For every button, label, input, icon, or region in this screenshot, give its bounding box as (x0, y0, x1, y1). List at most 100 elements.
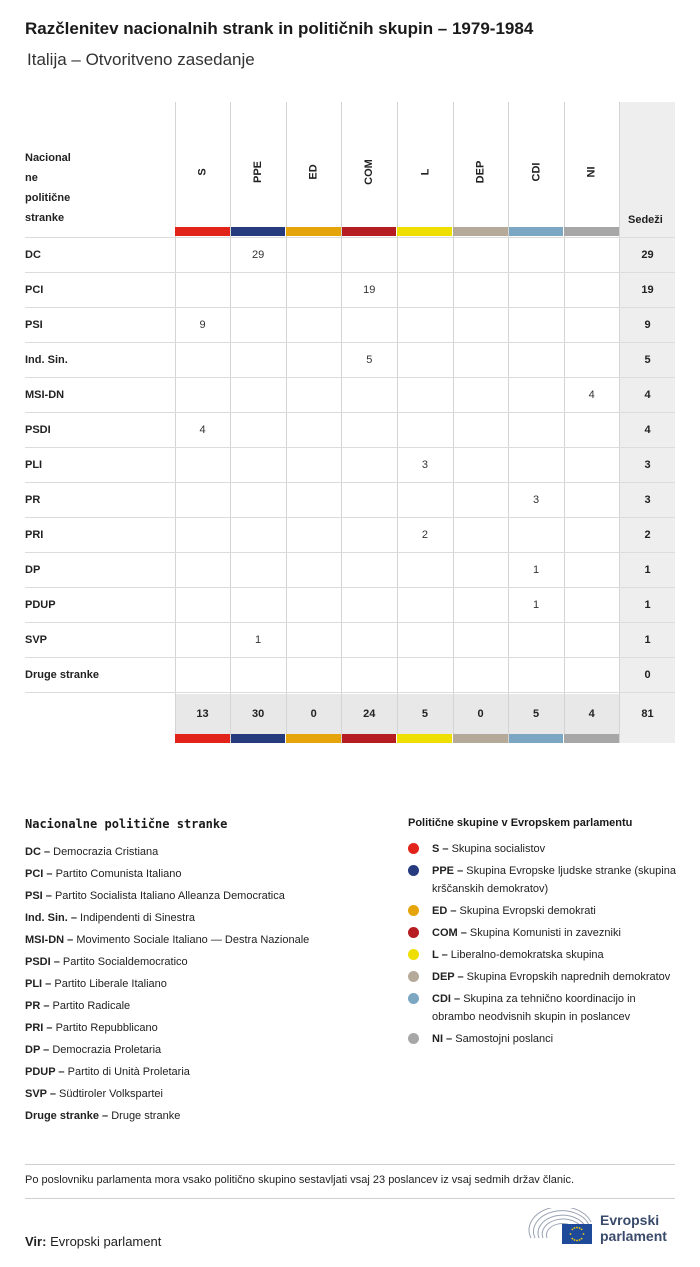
party-name: Druge stranke (25, 669, 99, 681)
seat-cell (231, 553, 286, 588)
seat-cell (564, 553, 619, 588)
party-legend-code: PCI (25, 868, 44, 880)
party-legend-code: MSI-DN (25, 934, 65, 946)
party-header-line: ne (25, 172, 38, 184)
seat-cell (175, 658, 230, 693)
row-total: 3 (644, 459, 651, 471)
group-color-bar (230, 227, 286, 236)
seat-cell (342, 448, 397, 483)
party-name: SVP (25, 634, 48, 646)
legend-separator: – (64, 934, 77, 946)
seat-cell: 4 (199, 424, 206, 436)
group-legend-name: Skupina za tehnično koordinacijo in obra… (432, 993, 636, 1023)
footnote-divider (25, 1164, 675, 1165)
group-color-dot (408, 843, 419, 854)
legend-separator: – (438, 949, 451, 961)
party-legend-name: Partito Socialista Italiano Alleanza Dem… (54, 890, 285, 902)
seat-cell (175, 483, 230, 518)
seat-cell (564, 413, 619, 448)
party-legend-code: DC (25, 846, 41, 858)
grand-total: 81 (641, 708, 654, 720)
group-header-dep: DEP (453, 161, 508, 184)
group-legend-name: Skupina Evropske ljudske stranke (skupin… (432, 865, 676, 895)
seat-cell (397, 483, 452, 518)
party-name: Ind. Sin. (25, 354, 68, 366)
seat-cell (342, 413, 397, 448)
seat-cell: 1 (533, 564, 540, 576)
group-legend-name: Skupina socialistov (451, 843, 546, 855)
seat-cell (397, 343, 452, 378)
legend-separator: – (454, 865, 467, 877)
group-color-dot (408, 905, 419, 916)
group-header-ni: NI (564, 162, 619, 182)
seat-cell (286, 518, 341, 553)
seat-cell (397, 623, 452, 658)
column-divider (452, 102, 454, 743)
footnote-divider (25, 1198, 675, 1199)
seat-cell (286, 623, 341, 658)
seat-cell (175, 553, 230, 588)
legend-separator: – (43, 868, 56, 880)
legend-separator: – (43, 1022, 56, 1034)
group-color-bar (397, 227, 452, 236)
row-total: 9 (644, 319, 651, 331)
group-legend-item: DEP – Skupina Evropskih naprednih demokr… (408, 968, 678, 986)
seats-column-header: Sedeži (628, 214, 663, 226)
group-legend-item: PPE – Skupina Evropske ljudske stranke (… (408, 862, 678, 898)
seat-cell (453, 518, 508, 553)
group-legend-item: COM – Skupina Komunisti in zavezniki (408, 924, 678, 942)
seat-cell (286, 308, 341, 343)
table-row: SVP 1 1 (25, 622, 675, 657)
party-legend-code: PRI (25, 1022, 44, 1034)
party-name: PSDI (25, 424, 51, 436)
table-row: DC 29 29 (25, 237, 675, 272)
column-divider (563, 102, 565, 743)
group-header-label: NI (585, 166, 598, 178)
seat-cell (453, 413, 508, 448)
group-header-l: L (397, 162, 452, 182)
seat-cell: 4 (588, 389, 595, 401)
column-divider (285, 102, 287, 743)
seat-cell (286, 273, 341, 308)
seat-cell (509, 343, 564, 378)
group-header-label: CDI (530, 162, 543, 182)
seat-cell (397, 238, 452, 273)
legend-separator: – (454, 971, 467, 983)
seat-cell (175, 518, 230, 553)
group-legend-title: Politične skupine v Evropskem parlamentu (408, 817, 633, 829)
group-legend-name: Liberalno-demokratska skupina (450, 949, 604, 961)
group-legend-item: ED – Skupina Evropski demokrati (408, 902, 678, 920)
seat-cell (342, 588, 397, 623)
seat-cell (564, 518, 619, 553)
table-row: MSI-DN 4 4 (25, 377, 675, 412)
seat-cell (286, 238, 341, 273)
group-legend-code: L (432, 949, 439, 961)
seat-cell (453, 658, 508, 693)
group-color-bar (286, 734, 341, 743)
seat-cell (286, 413, 341, 448)
seat-cell (175, 343, 230, 378)
seat-cell (286, 553, 341, 588)
seat-cell: 5 (366, 354, 373, 366)
seat-cell (175, 238, 230, 273)
seat-cell (564, 308, 619, 343)
party-legend-item: PDUP – Partito di Unità Proletaria (25, 1061, 395, 1083)
party-header-line: Nacional (25, 152, 71, 164)
group-header-label: COM (363, 159, 376, 185)
group-color-dot (408, 949, 419, 960)
group-header-s: S (175, 162, 230, 182)
seat-cell (342, 483, 397, 518)
group-color-dot (408, 865, 419, 876)
group-color-dot (408, 927, 419, 938)
party-header-line: stranke (25, 212, 65, 224)
group-header-label: S (196, 168, 209, 176)
group-legend-item: L – Liberalno-demokratska skupina (408, 946, 678, 964)
seat-cell (397, 588, 452, 623)
party-legend-name: Partito Liberale Italiano (54, 978, 167, 990)
seat-cell (175, 378, 230, 413)
group-legend-item: S – Skupina socialistov (408, 840, 678, 858)
row-total: 1 (644, 599, 651, 611)
party-legend-code: PSDI (25, 956, 51, 968)
party-legend: Nacionalne politične stranke DC – Democr… (25, 817, 395, 1127)
legend-separator: – (443, 1033, 456, 1045)
